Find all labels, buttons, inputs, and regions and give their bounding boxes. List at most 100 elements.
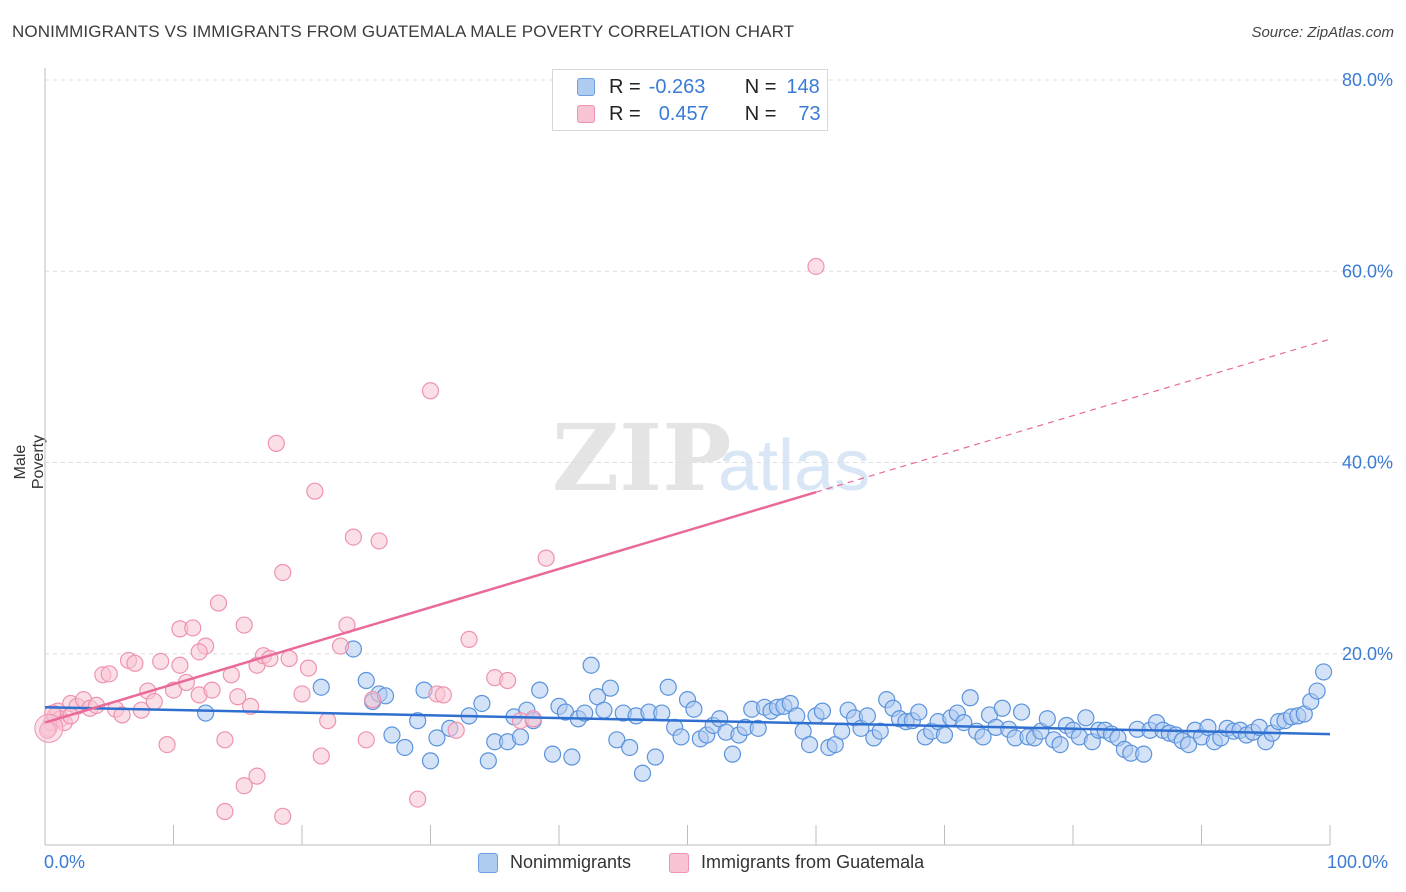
nonimmigrant-point xyxy=(935,726,954,744)
nonimmigrant-point xyxy=(421,752,440,770)
nonimmigrant-point xyxy=(1077,709,1095,727)
nonimmigrant-point xyxy=(621,738,639,757)
nonimmigrant-point xyxy=(428,729,446,747)
nonimmigrant-point xyxy=(685,700,703,718)
nonimmigrant-point xyxy=(723,745,742,763)
guatemala-swatch xyxy=(577,105,595,123)
nonimmigrant-point xyxy=(800,735,819,754)
nonimmigrant-point xyxy=(531,681,549,699)
nonimmigrant-point xyxy=(396,738,414,757)
nonimmigrant-point xyxy=(312,678,330,696)
guatemala-point xyxy=(447,721,465,739)
nonimmigrant-point xyxy=(646,748,664,766)
nonimmigrant-point xyxy=(357,671,375,690)
guatemala-point xyxy=(267,434,285,452)
nonimmigrant-point xyxy=(1180,735,1198,754)
nonimmigrant-point xyxy=(383,726,401,744)
n-value: 148 xyxy=(786,75,820,98)
nonimmigrant-point xyxy=(479,752,497,770)
nonimmigrant-point xyxy=(1012,703,1031,721)
nonimmigrant-point xyxy=(473,694,491,713)
nonimmigrant-point xyxy=(1135,745,1153,763)
r-value: 0.457 xyxy=(658,102,709,125)
guatemala-point xyxy=(280,649,298,668)
guatemala-point xyxy=(113,706,131,724)
n-label: N = xyxy=(744,102,777,125)
stats-legend: R = -0.263 N = 148 R = 0.457 N = 73 xyxy=(552,69,828,131)
watermark-atlas: atlas xyxy=(718,426,870,506)
nonimmigrant-point xyxy=(653,704,671,722)
nonimmigrant-point xyxy=(672,728,690,746)
y-tick-label: 20.0% xyxy=(1342,644,1393,664)
nonimmigrant-point xyxy=(511,728,530,746)
nonimmigrant-point xyxy=(659,678,677,696)
guatemala-point xyxy=(34,713,64,743)
nonimmigrant-point xyxy=(910,703,928,721)
watermark-zip: ZIP xyxy=(552,404,731,512)
n-label: N = xyxy=(744,75,777,98)
r-label: R = xyxy=(609,102,641,125)
x-tick-max: 100.0% xyxy=(1327,852,1389,872)
guatemala-point xyxy=(152,652,170,671)
guatemala-point xyxy=(235,777,253,795)
guatemala-point xyxy=(434,686,452,704)
guatemala-point xyxy=(357,731,375,749)
nonimmigrant-point xyxy=(563,748,581,766)
guatemala-swatch xyxy=(669,852,690,873)
nonimmigrant-point xyxy=(582,656,600,674)
guatemala-point xyxy=(293,685,311,703)
guatemala-point xyxy=(235,616,253,634)
nonimmigrant-point xyxy=(1051,735,1069,754)
guatemala-point xyxy=(190,643,208,661)
r-value: -0.263 xyxy=(648,75,706,98)
guatemala-point xyxy=(299,659,318,677)
nonimmigrant-point xyxy=(197,704,215,722)
legend-item-nonimmigrants[interactable]: Nonimmigrants xyxy=(478,852,631,873)
guatemala-point xyxy=(274,563,292,582)
stats-row-guatemala: R = 0.457 N = 73 xyxy=(577,101,821,127)
nonimmigrant-point xyxy=(833,722,851,740)
guatemala-point xyxy=(145,692,163,711)
guatemala-point xyxy=(319,712,337,730)
guatemala-point xyxy=(209,594,228,612)
n-value: 73 xyxy=(798,102,821,125)
guatemala-point xyxy=(158,735,176,754)
nonimmigrant-point xyxy=(858,707,877,725)
guatemala-point xyxy=(409,790,427,808)
nonimmigrant-point xyxy=(788,707,806,725)
guatemala-point xyxy=(203,681,221,699)
source-label: Source: ZipAtlas.com xyxy=(1251,24,1394,41)
nonimmigrant-trendline xyxy=(44,706,1331,736)
guatemala-point xyxy=(306,482,324,500)
guatemala-point xyxy=(171,656,189,674)
guatemala-point xyxy=(126,654,144,672)
legend-label: Immigrants from Guatemala xyxy=(701,852,925,872)
guatemala-point xyxy=(100,665,118,683)
nonimmigrant-point xyxy=(595,701,613,719)
nonimmigrants-swatch xyxy=(577,78,595,96)
nonimmigrant-point xyxy=(543,745,562,763)
x-tick-min: 0.0% xyxy=(44,852,86,872)
nonimmigrant-point xyxy=(749,719,767,737)
nonimmigrant-point xyxy=(813,702,832,720)
nonimmigrant-point xyxy=(974,728,992,746)
guatemala-point xyxy=(229,688,247,706)
nonimmigrant-point xyxy=(1308,682,1326,700)
guatemala-point xyxy=(184,619,202,637)
y-tick-label: 60.0% xyxy=(1342,261,1393,281)
legend-item-guatemala[interactable]: Immigrants from Guatemala xyxy=(669,852,924,873)
nonimmigrant-point xyxy=(608,731,626,749)
guatemala-point xyxy=(216,802,234,821)
guatemala-point xyxy=(537,549,555,567)
nonimmigrants-swatch xyxy=(478,852,498,873)
r-label: R = xyxy=(609,75,641,98)
legend-label: Nonimmigrants xyxy=(510,852,632,872)
series-legend: Nonimmigrants Immigrants from Guatemala xyxy=(478,852,962,873)
guatemala-point xyxy=(248,767,266,785)
guatemala-trendline xyxy=(44,490,817,724)
nonimmigrant-point xyxy=(601,679,620,697)
nonimmigrant-point xyxy=(1038,710,1056,728)
nonimmigrant-point xyxy=(961,689,979,707)
guatemala-point xyxy=(274,807,292,825)
